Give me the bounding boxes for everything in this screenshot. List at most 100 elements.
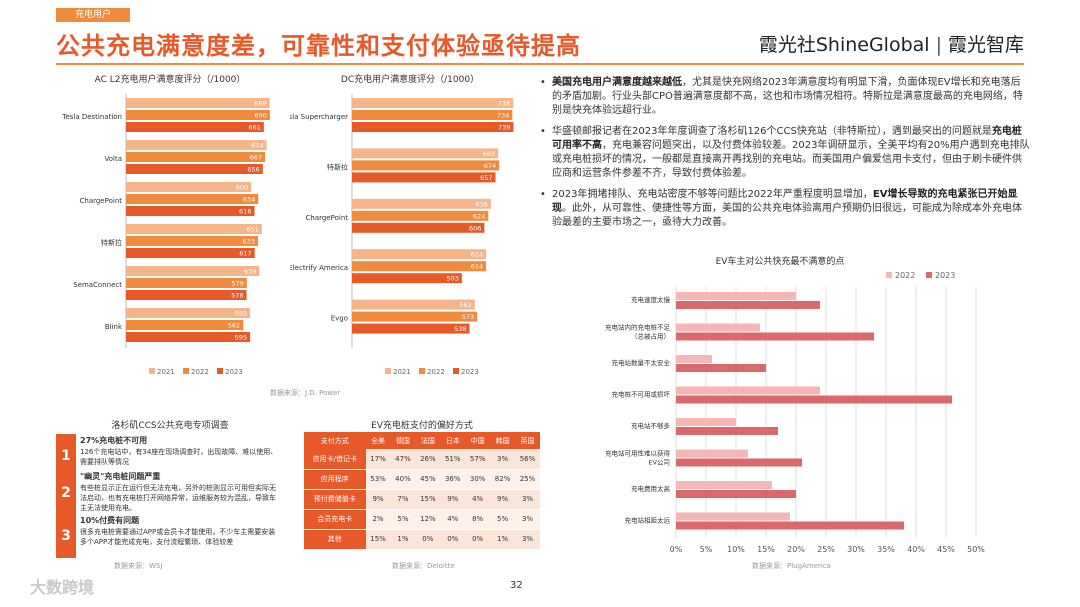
ac-legend-swatch [149,368,155,374]
dc-category-label: ChargePoint [306,214,349,222]
brand-separator: | [935,34,942,56]
complaints-bar-2023 [676,364,766,372]
bullet-3-pre: 2023年拥堵排队、充电站密度不够等问题比2022年严重程度明显增加， [552,189,873,200]
ac-value-label: 656 [247,166,259,174]
table-cell: 15% [415,489,441,510]
ac-value-label: 667 [250,154,262,162]
dc-legend-swatch [419,368,425,374]
deloitte-source: 数据来源：Deloitte [392,562,455,570]
brand-right: 霞光智库 [947,34,1024,56]
ac-bar-2021 [126,140,267,150]
watermark: 大数跨境 [30,578,95,597]
dc-legend-swatch [453,368,459,374]
ac-bar-2023 [126,206,255,216]
ac-category-label: 特斯拉 [101,238,122,247]
table-cell: 3% [490,449,516,470]
table-header-cell: 日本 [440,432,466,449]
dc-value-label: 614 [471,251,483,259]
ac-value-label: 634 [243,196,255,204]
ac-category-label: ChargePoint [80,197,123,205]
bullet-2-bold: 充电桩可用率不高 [552,126,1022,151]
complaints-category-label: 充电站内的充电桩不足 [605,323,671,332]
issue-3-text: 很多充电桩需要通过APP或会员卡才能使用，不少车主需要安装多个APP才能完成充电… [80,528,276,546]
table-row-label: 预付费储值卡 [304,489,366,510]
dc-value-label: 739 [498,124,510,132]
complaints-chart-title: EV车主对公共快充最不满意的点 [715,257,845,267]
table-row: 其他 15% 1% 0% 0% 0% 1% 3% [304,529,540,550]
bullet-1-bold: 美国充电用户满意度越来越低 [552,77,682,88]
complaints-tick-label: 20% [787,545,805,554]
issue-1-body: 27%充电桩不可用 126个充电站中，有34座在现场调查时，出现故障、难以使用、… [80,436,282,467]
ac-value-label: 661 [248,124,260,132]
table-row-label: 会员充电卡 [304,509,366,530]
table-row: 应用程序 53% 40% 45% 36% 30% 82% 25% [304,469,540,490]
dc-value-label: 624 [473,212,485,220]
complaints-bar-2022 [676,512,790,521]
table-cell: 3% [515,489,540,510]
payment-table: 支付方式 全美 德国 法国 日本 中国 韩国 英国 信用卡/借记卡 17% 47% 26% 51% 57… [304,432,540,550]
issue-2: 2 "幽灵"充电桩问题严重 有些桩显示正在运行但无法充电，另外的桩则显示可用但实… [56,470,284,516]
table-header-cell: 韩国 [490,432,516,449]
page-number: 32 [510,580,523,591]
table-header-cell: 支付方式 [304,432,366,449]
header-rule [56,63,1024,65]
dc-bar-2022 [352,311,478,322]
dc-value-label: 503 [446,275,458,283]
dc-value-label: 614 [471,263,483,271]
table-cell: 5% [390,509,416,530]
table-header-row: 支付方式 全美 德国 法国 日本 中国 韩国 英国 [304,432,540,449]
issue-1-number: 1 [56,434,76,478]
dc-value-label: 674 [484,162,496,170]
complaints-bar-2022 [676,386,820,395]
dc-bar-2022 [352,110,513,120]
bullet-3: 2023年拥堵排队、充电站密度不够等问题比2022年严重程度明显增加，EV增长导… [540,188,1030,230]
dc-value-label: 657 [480,174,492,182]
ac-category-label: Blink [105,323,123,331]
issue-3-body: 10%付费有问题 很多充电桩需要通过APP或会员卡才能使用，不少车主需要安装多个… [80,516,282,547]
ac-bar-2023 [126,164,263,174]
dc-category-label: Tesla Supercharger [290,113,348,121]
section-tag: 充电用户 [56,8,130,22]
dc-legend-label: 2022 [427,368,445,376]
issue-2-number: 2 [56,470,76,516]
ac-chart-title: AC L2充电用户满意度评分（/1000） [94,75,246,85]
complaints-category-label: 充电站数量不太安全 [612,358,671,367]
ac-category-label: Volta [104,155,122,163]
dc-bar-2023 [352,222,485,233]
complaints-tick-label: 45% [937,545,955,554]
complaints-tick-label: 15% [757,545,775,554]
ac-value-label: 600 [236,184,248,192]
complaints-category-label: 充电站可用性难以获得 [605,449,671,458]
table-row-label: 其他 [304,529,366,550]
complaints-bar-2022 [676,481,772,489]
summary-bullets: 美国充电用户满意度越来越低，尤其是快充网络2023年满意度均有明显下滑，负面体现… [540,76,1030,237]
table-cell: 12% [415,509,441,530]
complaints-category-label: （总被占用） [631,332,670,341]
bullet-2: 华盛顿邮报记者在2023年年度调查了洛杉矶126个CCS快充站（非特斯拉），遇到… [540,125,1030,181]
table-cell: 36% [440,469,466,490]
ac-bar-2021 [126,224,262,234]
dc-satisfaction-chart: Tesla Supercharger 738 734 739 特斯拉 669 674 657 C… [290,94,514,376]
table-cell: 9% [365,489,391,510]
ac-value-label: 579 [231,280,243,288]
dc-legend-swatch [385,368,391,374]
table-header-cell: 中国 [465,432,491,449]
dc-bar-2021 [352,249,487,260]
complaints-bar-2022 [676,323,760,332]
table-cell: 1% [490,529,516,550]
ac-bar-2023 [126,290,247,300]
complaints-legend-label: 2022 [895,271,915,280]
table-cell: 17% [365,449,391,470]
ac-legend-label: 2022 [191,368,209,376]
table-cell: 8% [465,509,491,530]
table-row: 会员充电卡 2% 5% 12% 4% 8% 5% 3% [304,509,540,530]
ac-value-label: 651 [246,226,258,234]
table-cell: 9% [490,489,516,510]
ac-bar-2022 [126,236,259,246]
dc-bar-2023 [352,323,470,334]
ac-bar-2023 [126,332,251,342]
complaints-bar-2023 [676,332,874,341]
complaints-tick-label: 0% [670,545,683,554]
issue-2-body: "幽灵"充电桩问题严重 有些桩显示正在运行但无法充电，另外的桩则显示可用但实际无… [80,472,282,513]
dc-value-label: 734 [497,112,509,120]
